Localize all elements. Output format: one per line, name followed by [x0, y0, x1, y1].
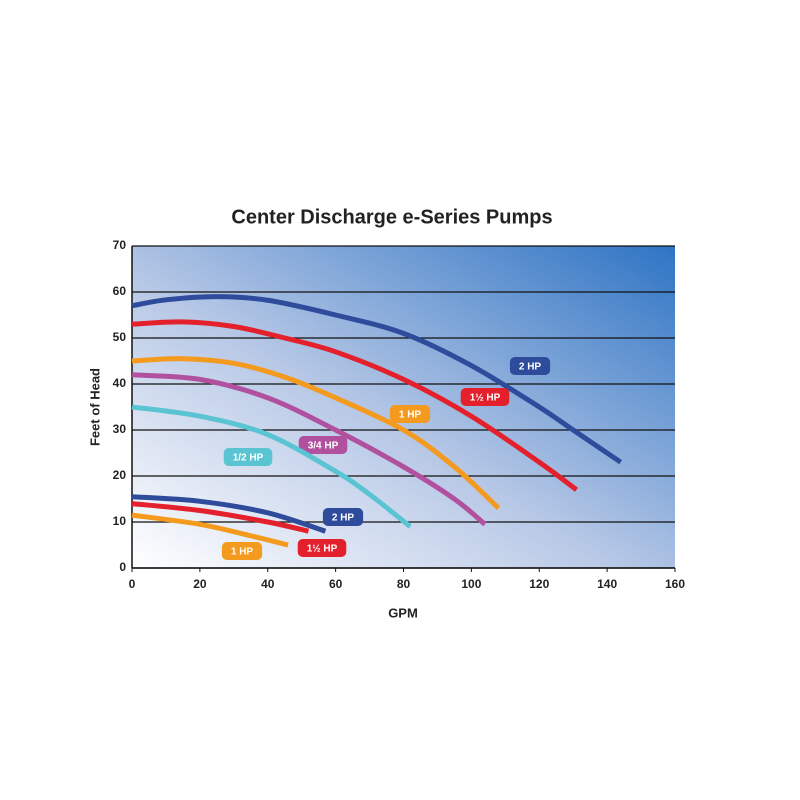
y-tick-label: 10 — [113, 514, 127, 528]
curve-label: 1/2 HP — [223, 448, 273, 466]
curve-label: 1 HP — [389, 405, 431, 423]
x-tick-label: 160 — [665, 577, 685, 591]
pump-curve — [131, 404, 412, 529]
curve-label-text: 2 HP — [519, 362, 542, 373]
curve-label-box — [298, 436, 348, 454]
curve-label-text: 3/4 HP — [308, 441, 339, 452]
x-tick-label: 120 — [529, 577, 549, 591]
curve-label-text: 1/2 HP — [233, 453, 264, 464]
y-tick-label: 70 — [113, 238, 127, 252]
curve-label-text: 2 HP — [332, 513, 355, 524]
curve-label-box — [221, 542, 263, 560]
x-tick-label: 100 — [461, 577, 481, 591]
x-axis-label: GPM — [388, 605, 418, 620]
y-tick-label: 60 — [113, 284, 127, 298]
curve-label-text: 1 HP — [231, 547, 254, 558]
x-tick-label: 60 — [329, 577, 343, 591]
pump-curve — [131, 372, 487, 527]
curve-label-text: 1½ HP — [307, 544, 338, 555]
y-tick-label: 20 — [113, 468, 127, 482]
x-tick-label: 140 — [597, 577, 617, 591]
curve-label-box — [297, 539, 347, 557]
pump-curve — [131, 512, 289, 548]
curve-label: 1½ HP — [460, 388, 510, 406]
curve-label-box — [460, 388, 510, 406]
curve-label: 1½ HP — [297, 539, 347, 557]
curve-label-box — [509, 357, 551, 375]
y-tick-label: 40 — [113, 376, 127, 390]
y-tick-label: 50 — [113, 330, 127, 344]
chart-title: Center Discharge e-Series Pumps — [231, 206, 552, 228]
pump-curve — [131, 294, 623, 465]
curve-label: 1 HP — [221, 542, 263, 560]
curve-label-box — [322, 508, 364, 526]
y-tick-label: 30 — [113, 422, 127, 436]
curve-label-box — [223, 448, 273, 466]
curve-label-text: 1 HP — [399, 410, 422, 421]
curve-label: 2 HP — [322, 508, 364, 526]
pump-curve — [131, 319, 579, 492]
curve-label-box — [389, 405, 431, 423]
pump-curve — [131, 494, 327, 534]
curve-label: 3/4 HP — [298, 436, 348, 454]
curve-label-text: 1½ HP — [470, 393, 501, 404]
x-tick-label: 80 — [397, 577, 411, 591]
pump-curve — [131, 356, 501, 511]
x-tick-label: 20 — [193, 577, 207, 591]
y-tick-label: 0 — [119, 560, 126, 574]
x-tick-label: 0 — [129, 577, 136, 591]
y-axis-label: Feet of Head — [87, 368, 102, 446]
pump-curve — [131, 501, 310, 534]
curve-label: 2 HP — [509, 357, 551, 375]
x-tick-label: 40 — [261, 577, 275, 591]
